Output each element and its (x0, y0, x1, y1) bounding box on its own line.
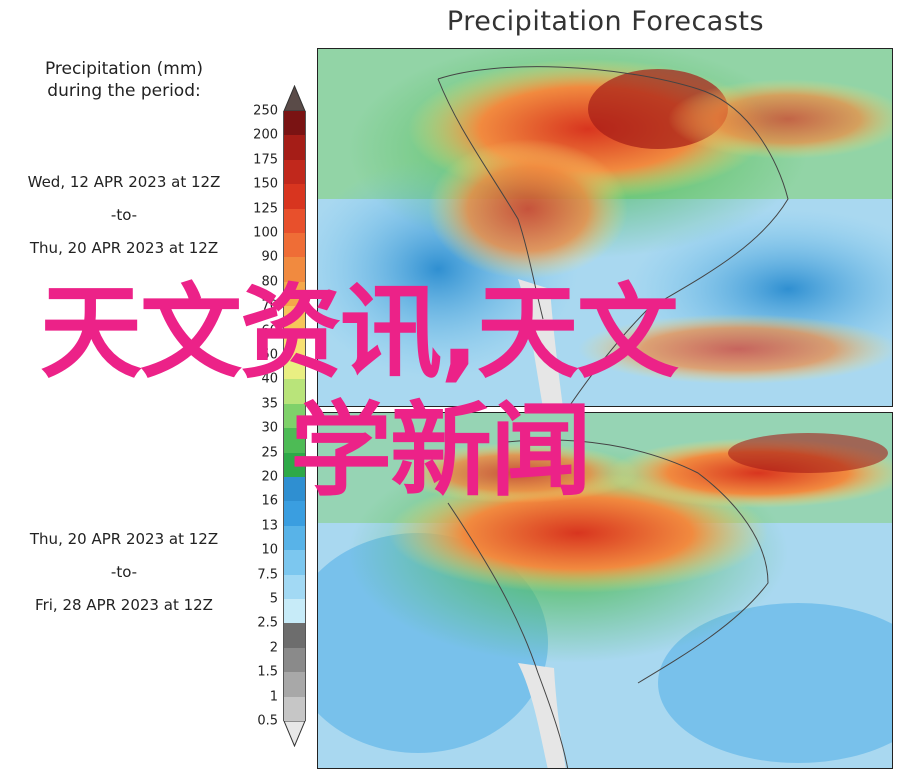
colorbar-swatch (283, 477, 306, 502)
legend-title-line2: during the period: (47, 81, 201, 101)
colorbar-tick-label: 2.5 (257, 615, 278, 631)
colorbar-swatch (283, 623, 306, 649)
period-1-from: Wed, 12 APR 2023 at 12Z (27, 173, 221, 191)
colorbar-arrow-up-icon (283, 85, 306, 111)
legend-title: Precipitation (mm) during the period: (0, 58, 248, 102)
colorbar-swatch (283, 355, 306, 380)
colorbar-tick-label: 90 (261, 249, 278, 265)
forecast-map-period-2 (317, 412, 893, 769)
colorbar-tick-label: 20 (261, 469, 278, 485)
colorbar-tick-label: 16 (261, 493, 278, 509)
precipitation-colorbar: 250 200 175 150 125 100 90 80 70 60 50 40 35 30 25 20 16… (250, 83, 310, 747)
colorbar-swatch (283, 306, 306, 332)
colorbar-swatch (283, 672, 306, 698)
colorbar-tick-label: 10 (261, 542, 278, 558)
colorbar-tick-label: 40 (261, 371, 278, 387)
colorbar-swatch (283, 135, 306, 161)
period-1-sep: -to- (110, 206, 138, 224)
colorbar-swatch (283, 233, 306, 258)
colorbar-tick-label: 5 (269, 591, 278, 607)
colorbar-tick-label: 13 (261, 518, 278, 534)
colorbar-tick-label: 200 (253, 127, 278, 143)
colorbar-arrow-down-icon (283, 721, 306, 747)
colorbar-swatch (283, 696, 306, 722)
colorbar-swatch (283, 403, 306, 429)
colorbar-swatch (283, 208, 306, 234)
colorbar-swatch (283, 428, 306, 454)
colorbar-tick-label: 125 (253, 201, 278, 217)
period-2-label: Thu, 20 APR 2023 at 12Z -to- Fri, 28 APR… (0, 523, 248, 622)
colorbar-tick-label: 70 (261, 298, 278, 314)
colorbar-tick-label: 25 (261, 445, 278, 461)
period-1-to: Thu, 20 APR 2023 at 12Z (29, 239, 219, 257)
colorbar-swatch (283, 184, 306, 210)
colorbar-swatch (283, 599, 306, 624)
colorbar-tick-label: 1 (269, 689, 278, 705)
colorbar-tick-label: 250 (253, 103, 278, 119)
colorbar-swatch (283, 330, 306, 356)
colorbar-tick-label: 100 (253, 225, 278, 241)
colorbar-tick-label: 30 (261, 420, 278, 436)
period-2-from: Thu, 20 APR 2023 at 12Z (29, 530, 219, 548)
colorbar-swatch (283, 281, 306, 307)
colorbar-tick-label: 50 (261, 347, 278, 363)
colorbar-tick-label: 1.5 (257, 664, 278, 680)
colorbar-tick-label: 7.5 (257, 567, 278, 583)
colorbar-tick-label: 2 (269, 640, 278, 656)
period-1-label: Wed, 12 APR 2023 at 12Z -to- Thu, 20 APR… (0, 166, 248, 265)
colorbar-swatch (283, 379, 306, 405)
legend-title-line1: Precipitation (mm) (44, 59, 204, 79)
period-2-sep: -to- (110, 563, 138, 581)
colorbar-tick-label: 0.5 (257, 713, 278, 729)
period-2-to: Fri, 28 APR 2023 at 12Z (35, 596, 213, 614)
colorbar-swatch (283, 501, 306, 527)
colorbar-tick-label: 60 (261, 323, 278, 339)
colorbar-swatch (283, 647, 306, 673)
colorbar-tick-label: 35 (261, 396, 278, 412)
colorbar-swatch (283, 574, 306, 600)
colorbar-swatch (283, 159, 306, 185)
colorbar-swatch (283, 452, 306, 478)
colorbar-tick-label: 80 (261, 274, 278, 290)
colorbar-swatch (283, 111, 306, 136)
colorbar-swatch (283, 257, 306, 283)
colorbar-swatch (283, 550, 306, 576)
forecast-map-period-1 (317, 48, 893, 407)
colorbar-tick-label: 150 (253, 176, 278, 192)
chart-title: Precipitation Forecasts (446, 6, 765, 37)
colorbar-tick-label: 175 (253, 152, 278, 168)
colorbar-swatch (283, 525, 306, 551)
